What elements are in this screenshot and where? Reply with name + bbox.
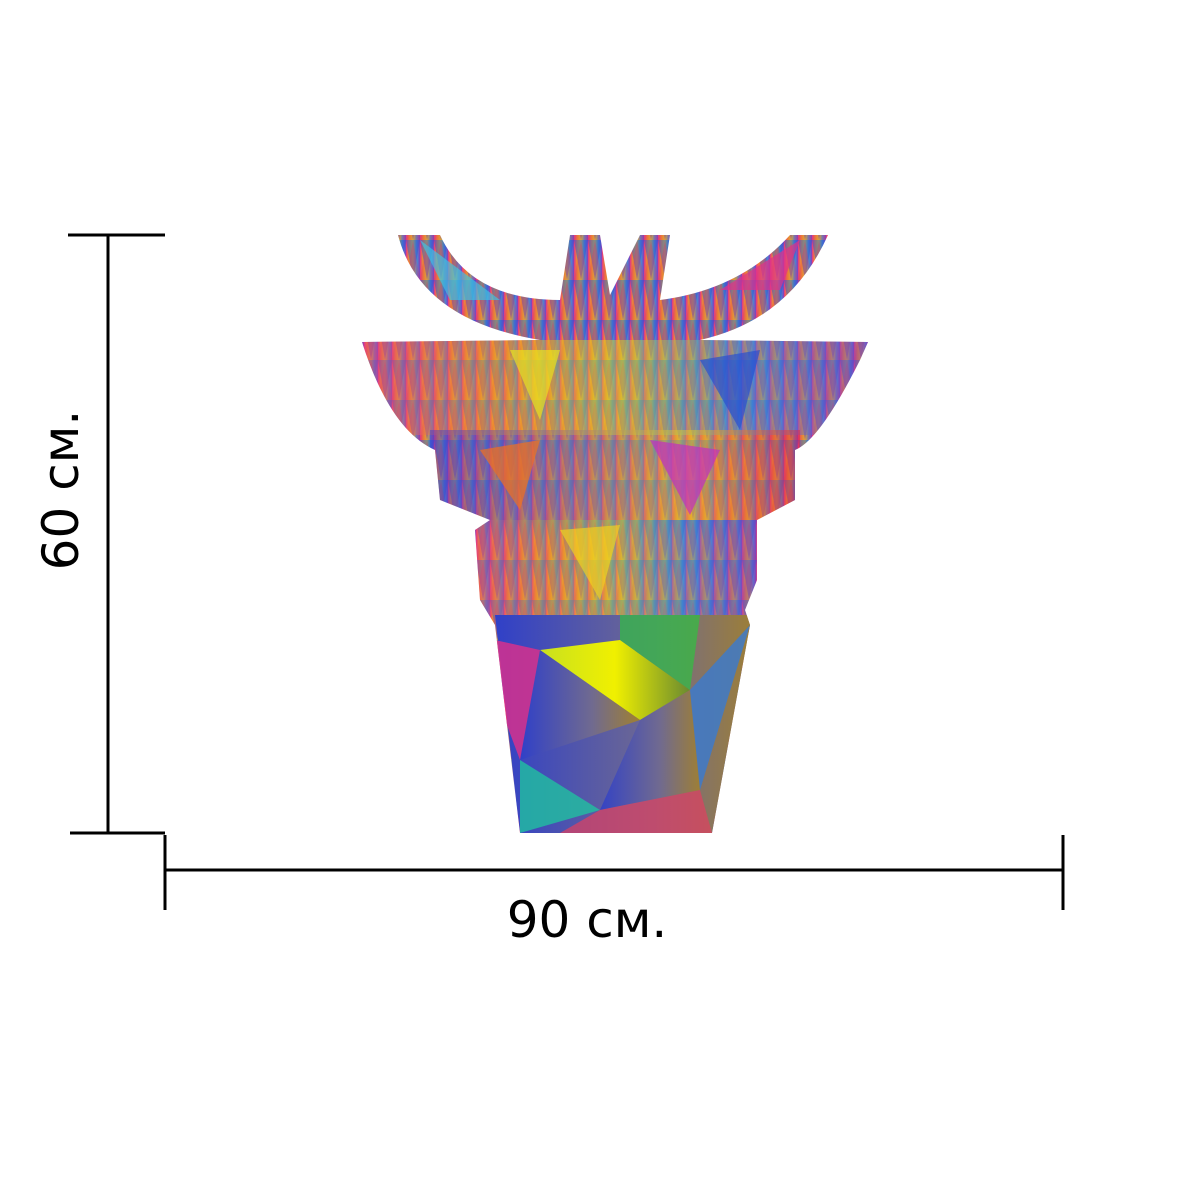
pot-illustration (362, 235, 868, 833)
height-label: 60 см. (32, 410, 90, 571)
width-label: 90 см. (507, 891, 668, 949)
